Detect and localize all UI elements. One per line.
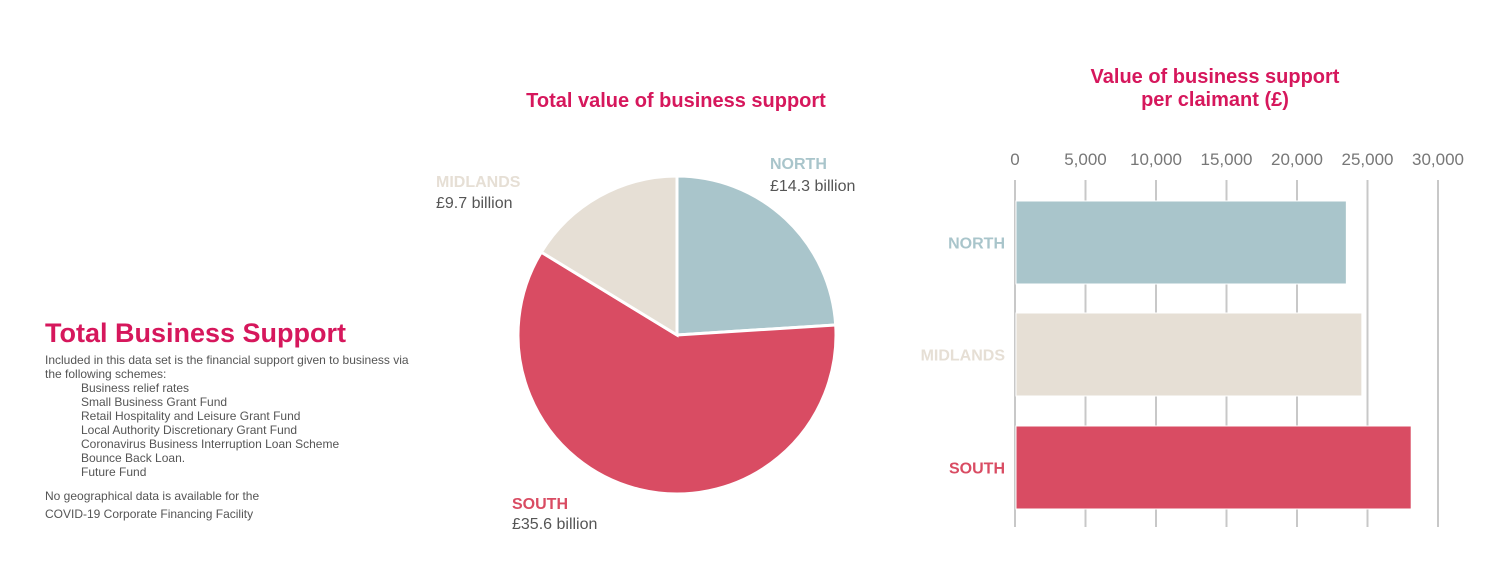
x-tick-label: 0 [1010,150,1019,169]
x-tick-label: 30,000 [1412,150,1464,169]
bar-chart-title: Value of business support per claimant (… [1025,66,1405,112]
scheme-item: Business relief rates [81,381,190,395]
note-line-1: No geographical data is available for th… [45,489,260,503]
scheme-item: Future Fund [81,465,147,479]
scheme-list: Business relief rates Small Business Gran… [45,381,425,479]
x-tick-label: 15,000 [1201,150,1253,169]
pie-slice-south [516,250,838,496]
bar-south [1015,425,1412,510]
bar-north [1015,200,1347,285]
bar-chart-title-line-2: per claimant (£) [1141,89,1289,111]
pie-slice-midlands [539,174,679,338]
x-tick-label: 20,000 [1271,150,1323,169]
pie-value-midlands: £9.7 billion [436,195,513,212]
pie-value-south: £35.6 billion [512,516,597,533]
x-tick-label: 5,000 [1064,150,1107,169]
scheme-item: Coronavirus Business Interruption Loan S… [81,437,340,451]
scheme-item: Local Authority Discretionary Grant Fund [81,423,298,437]
page-title: Total Business Support [45,318,347,348]
pie-label-north: NORTH [770,156,827,173]
bar-label-north: NORTH [948,236,1005,253]
scheme-item: Small Business Grant Fund [81,395,228,409]
pie-chart-title: Total value of business support [526,90,826,112]
scheme-item: Bounce Back Loan. [81,451,186,465]
note-line-2: COVID-19 Corporate Financing Facility [45,507,254,521]
description-panel: Total Business Support Included in this … [45,318,425,523]
scheme-item: Retail Hospitality and Leisure Grant Fun… [81,409,301,423]
pie-label-midlands: MIDLANDS [436,174,521,191]
pie-slice-north [675,174,838,337]
bar-midlands [1015,312,1363,397]
pie-chart: NORTH £14.3 billion SOUTH £35.6 billion MIDL… [436,156,855,533]
pie-label-south: SOUTH [512,496,568,513]
bar-label-midlands: MIDLANDS [921,348,1006,365]
x-tick-label: 25,000 [1342,150,1394,169]
bar-chart: 0 5,000 10,000 15,000 20,000 25,000 30,000 NORT… [921,150,1464,527]
x-tick-label: 10,000 [1130,150,1182,169]
note-text: No geographical data is available for th… [45,487,425,523]
bar-chart-title-line-1: Value of business support [1090,66,1340,88]
pie-value-north: £14.3 billion [770,178,855,195]
bar-label-south: SOUTH [949,461,1005,478]
intro-text: Included in this data set is the financi… [45,353,409,381]
